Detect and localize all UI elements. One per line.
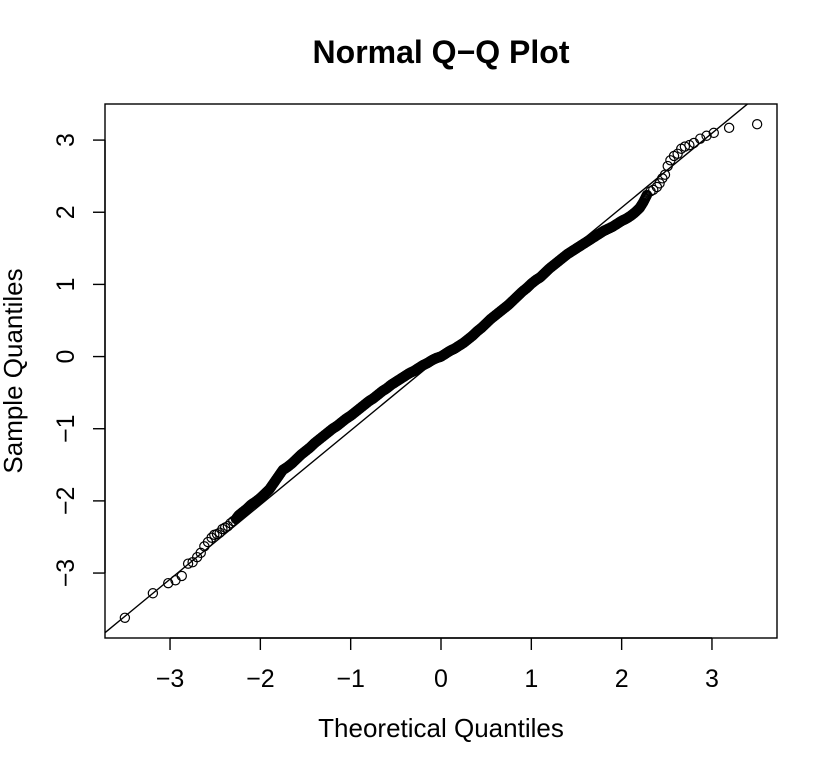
data-point [217, 523, 228, 535]
y-tick-label: 2 [52, 205, 80, 219]
data-point [654, 178, 665, 189]
data-point [648, 184, 659, 196]
x-tick-label: −1 [336, 665, 365, 693]
data-point [662, 160, 673, 172]
data-point [751, 119, 763, 130]
y-axis-title: Sample Quantiles [0, 268, 28, 473]
y-tick-label: 3 [52, 133, 80, 147]
points-layer [119, 119, 763, 623]
data-point [651, 181, 663, 193]
data-point [119, 612, 131, 623]
y-tick-label: −2 [52, 487, 80, 516]
data-point [206, 532, 217, 543]
data-point [163, 577, 174, 589]
y-tick-label: −1 [52, 414, 80, 443]
x-axis: −3 −2 −1 0 1 2 3 [156, 637, 719, 693]
data-point [195, 547, 206, 559]
data-point [679, 141, 691, 152]
x-tick-label: 3 [705, 665, 719, 693]
x-tick-label: −3 [156, 665, 185, 693]
data-point [701, 130, 712, 141]
data-point [723, 122, 735, 134]
x-axis-title: Theoretical Quantiles [318, 713, 564, 743]
chart-title: Normal Q−Q Plot [313, 34, 570, 70]
y-tick-label: 0 [52, 350, 80, 364]
data-point [708, 127, 719, 139]
data-point [657, 173, 668, 184]
y-tick-label: 1 [52, 277, 80, 291]
x-tick-label: 2 [615, 665, 629, 693]
x-tick-label: 0 [434, 665, 448, 693]
x-tick-label: 1 [524, 665, 538, 693]
data-point [182, 558, 194, 569]
data-point [641, 189, 653, 201]
x-tick-label: −2 [246, 665, 275, 693]
y-tick-label: −3 [52, 559, 80, 588]
y-axis: −3 −2 −1 0 1 2 3 [52, 133, 106, 588]
data-point [147, 588, 159, 599]
plot-area [105, 104, 763, 634]
data-point [176, 570, 187, 582]
data-point [695, 133, 706, 144]
